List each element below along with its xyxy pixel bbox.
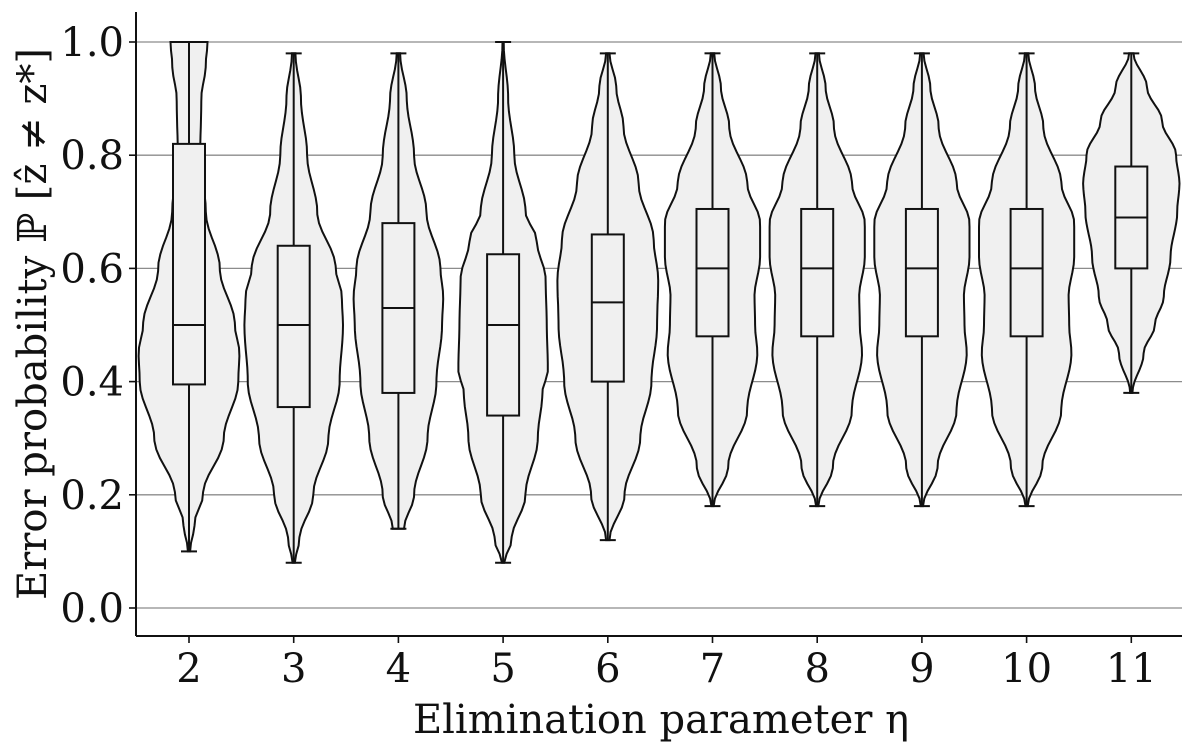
y-tick-label: 0.0 (60, 586, 124, 632)
x-tick-label: 3 (281, 646, 306, 692)
violin-group-6 (556, 52, 660, 542)
violin-group-10 (978, 52, 1076, 508)
x-tick-label: 8 (804, 646, 829, 692)
y-tick-label: 0.6 (60, 246, 124, 292)
y-tick-label: 1.0 (60, 20, 124, 66)
x-tick-label: 5 (490, 646, 515, 692)
x-axis-label: Elimination parameter η (413, 697, 909, 743)
x-tick-label: 6 (595, 646, 620, 692)
iqr-box (486, 253, 521, 417)
violin-group-2 (137, 41, 241, 553)
x-tick-label: 10 (1001, 646, 1052, 692)
iqr-box (1009, 207, 1044, 338)
violin-group-4 (352, 52, 445, 530)
y-tick-label: 0.2 (60, 473, 124, 519)
ticks: 0.0 0.2 0.4 0.6 0.8 1.0 2 3 4 5 6 7 8 9 10 11 (60, 20, 1156, 692)
violin-group-8 (768, 52, 866, 508)
violin-group-9 (873, 52, 971, 508)
violin-group-7 (663, 52, 762, 508)
y-axis-label: Error probability ℙ [ẑ ≠ z*] (10, 48, 56, 600)
iqr-box (172, 142, 206, 386)
x-tick-label: 2 (176, 646, 201, 692)
iqr-box (276, 244, 311, 409)
violin-group-3 (243, 52, 345, 564)
x-tick-label: 4 (386, 646, 411, 692)
axes (135, 12, 1182, 637)
x-tick-label: 9 (909, 646, 934, 692)
iqr-box (590, 233, 625, 383)
y-tick-label: 0.4 (60, 360, 124, 406)
iqr-box (800, 207, 835, 338)
violin-group-11 (1082, 52, 1181, 394)
x-tick-label: 11 (1106, 646, 1157, 692)
iqr-box (904, 207, 939, 338)
iqr-box (695, 207, 730, 338)
violin-group-5 (457, 41, 549, 564)
y-tick-label: 0.8 (60, 133, 124, 179)
violins (137, 41, 1181, 564)
x-tick-label: 7 (700, 646, 725, 692)
